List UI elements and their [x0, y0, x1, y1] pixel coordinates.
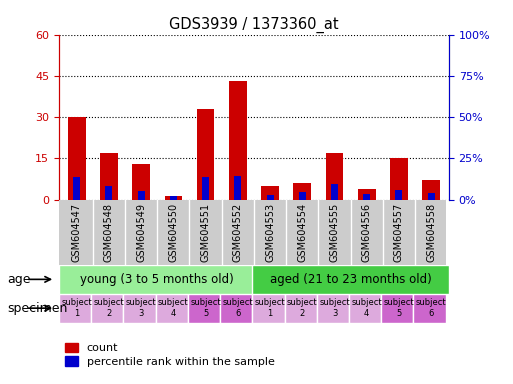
Text: young (3 to 5 months old): young (3 to 5 months old)	[81, 273, 234, 286]
Text: GSM604558: GSM604558	[426, 203, 436, 262]
Title: GDS3939 / 1373360_at: GDS3939 / 1373360_at	[169, 17, 339, 33]
Text: GSM604551: GSM604551	[201, 203, 211, 262]
Text: subject
6: subject 6	[223, 298, 253, 318]
Bar	[428, 193, 435, 200]
Bar	[252, 294, 285, 323]
Text: GSM604547: GSM604547	[72, 203, 82, 262]
Bar	[326, 153, 343, 200]
Bar	[266, 195, 273, 200]
Bar	[331, 184, 338, 200]
Text: GSM604557: GSM604557	[394, 203, 404, 262]
Bar	[413, 294, 446, 323]
Bar	[285, 294, 317, 323]
Bar	[358, 189, 376, 200]
Bar	[234, 176, 242, 200]
Bar	[73, 177, 80, 200]
Text: GSM604552: GSM604552	[233, 203, 243, 262]
Text: subject
5: subject 5	[190, 298, 221, 318]
Text: subject
6: subject 6	[416, 298, 446, 318]
Bar	[170, 196, 177, 200]
Bar	[132, 164, 150, 200]
Bar	[124, 294, 155, 323]
Text: subject
4: subject 4	[351, 298, 382, 318]
Bar	[91, 294, 124, 323]
Bar	[299, 192, 306, 200]
Bar	[381, 294, 413, 323]
Bar	[59, 294, 91, 323]
Bar	[317, 294, 349, 323]
Bar	[105, 185, 112, 200]
Text: GSM604556: GSM604556	[362, 203, 372, 262]
Text: GSM604555: GSM604555	[329, 203, 340, 262]
Text: subject
2: subject 2	[287, 298, 318, 318]
Bar	[390, 159, 408, 200]
Text: subject
5: subject 5	[384, 298, 414, 318]
Bar	[293, 183, 311, 200]
Bar	[59, 265, 255, 294]
Bar	[363, 194, 370, 200]
Text: aged (21 to 23 months old): aged (21 to 23 months old)	[270, 273, 431, 286]
Bar	[68, 117, 86, 200]
Bar	[137, 192, 145, 200]
Text: GSM604554: GSM604554	[297, 203, 307, 262]
Bar	[202, 177, 209, 200]
Text: age: age	[8, 273, 31, 286]
Text: subject
3: subject 3	[126, 298, 156, 318]
Bar	[165, 195, 182, 200]
Bar	[349, 294, 381, 323]
Text: subject
4: subject 4	[158, 298, 189, 318]
Bar	[252, 265, 449, 294]
Text: subject
3: subject 3	[319, 298, 350, 318]
Text: subject
2: subject 2	[94, 298, 124, 318]
Text: specimen: specimen	[8, 302, 68, 314]
Text: GSM604550: GSM604550	[168, 203, 179, 262]
Bar	[422, 180, 440, 200]
Legend: count, percentile rank within the sample: count, percentile rank within the sample	[65, 343, 274, 367]
Text: GSM604548: GSM604548	[104, 203, 114, 262]
Bar	[197, 109, 214, 200]
Text: subject
1: subject 1	[62, 298, 92, 318]
Text: subject
1: subject 1	[255, 298, 285, 318]
Bar	[229, 81, 247, 200]
Bar	[220, 294, 252, 323]
Bar	[188, 294, 220, 323]
Bar	[155, 294, 188, 323]
Text: GSM604549: GSM604549	[136, 203, 146, 262]
Text: GSM604553: GSM604553	[265, 203, 275, 262]
Bar	[100, 153, 118, 200]
Bar	[261, 186, 279, 200]
Bar	[396, 190, 403, 200]
